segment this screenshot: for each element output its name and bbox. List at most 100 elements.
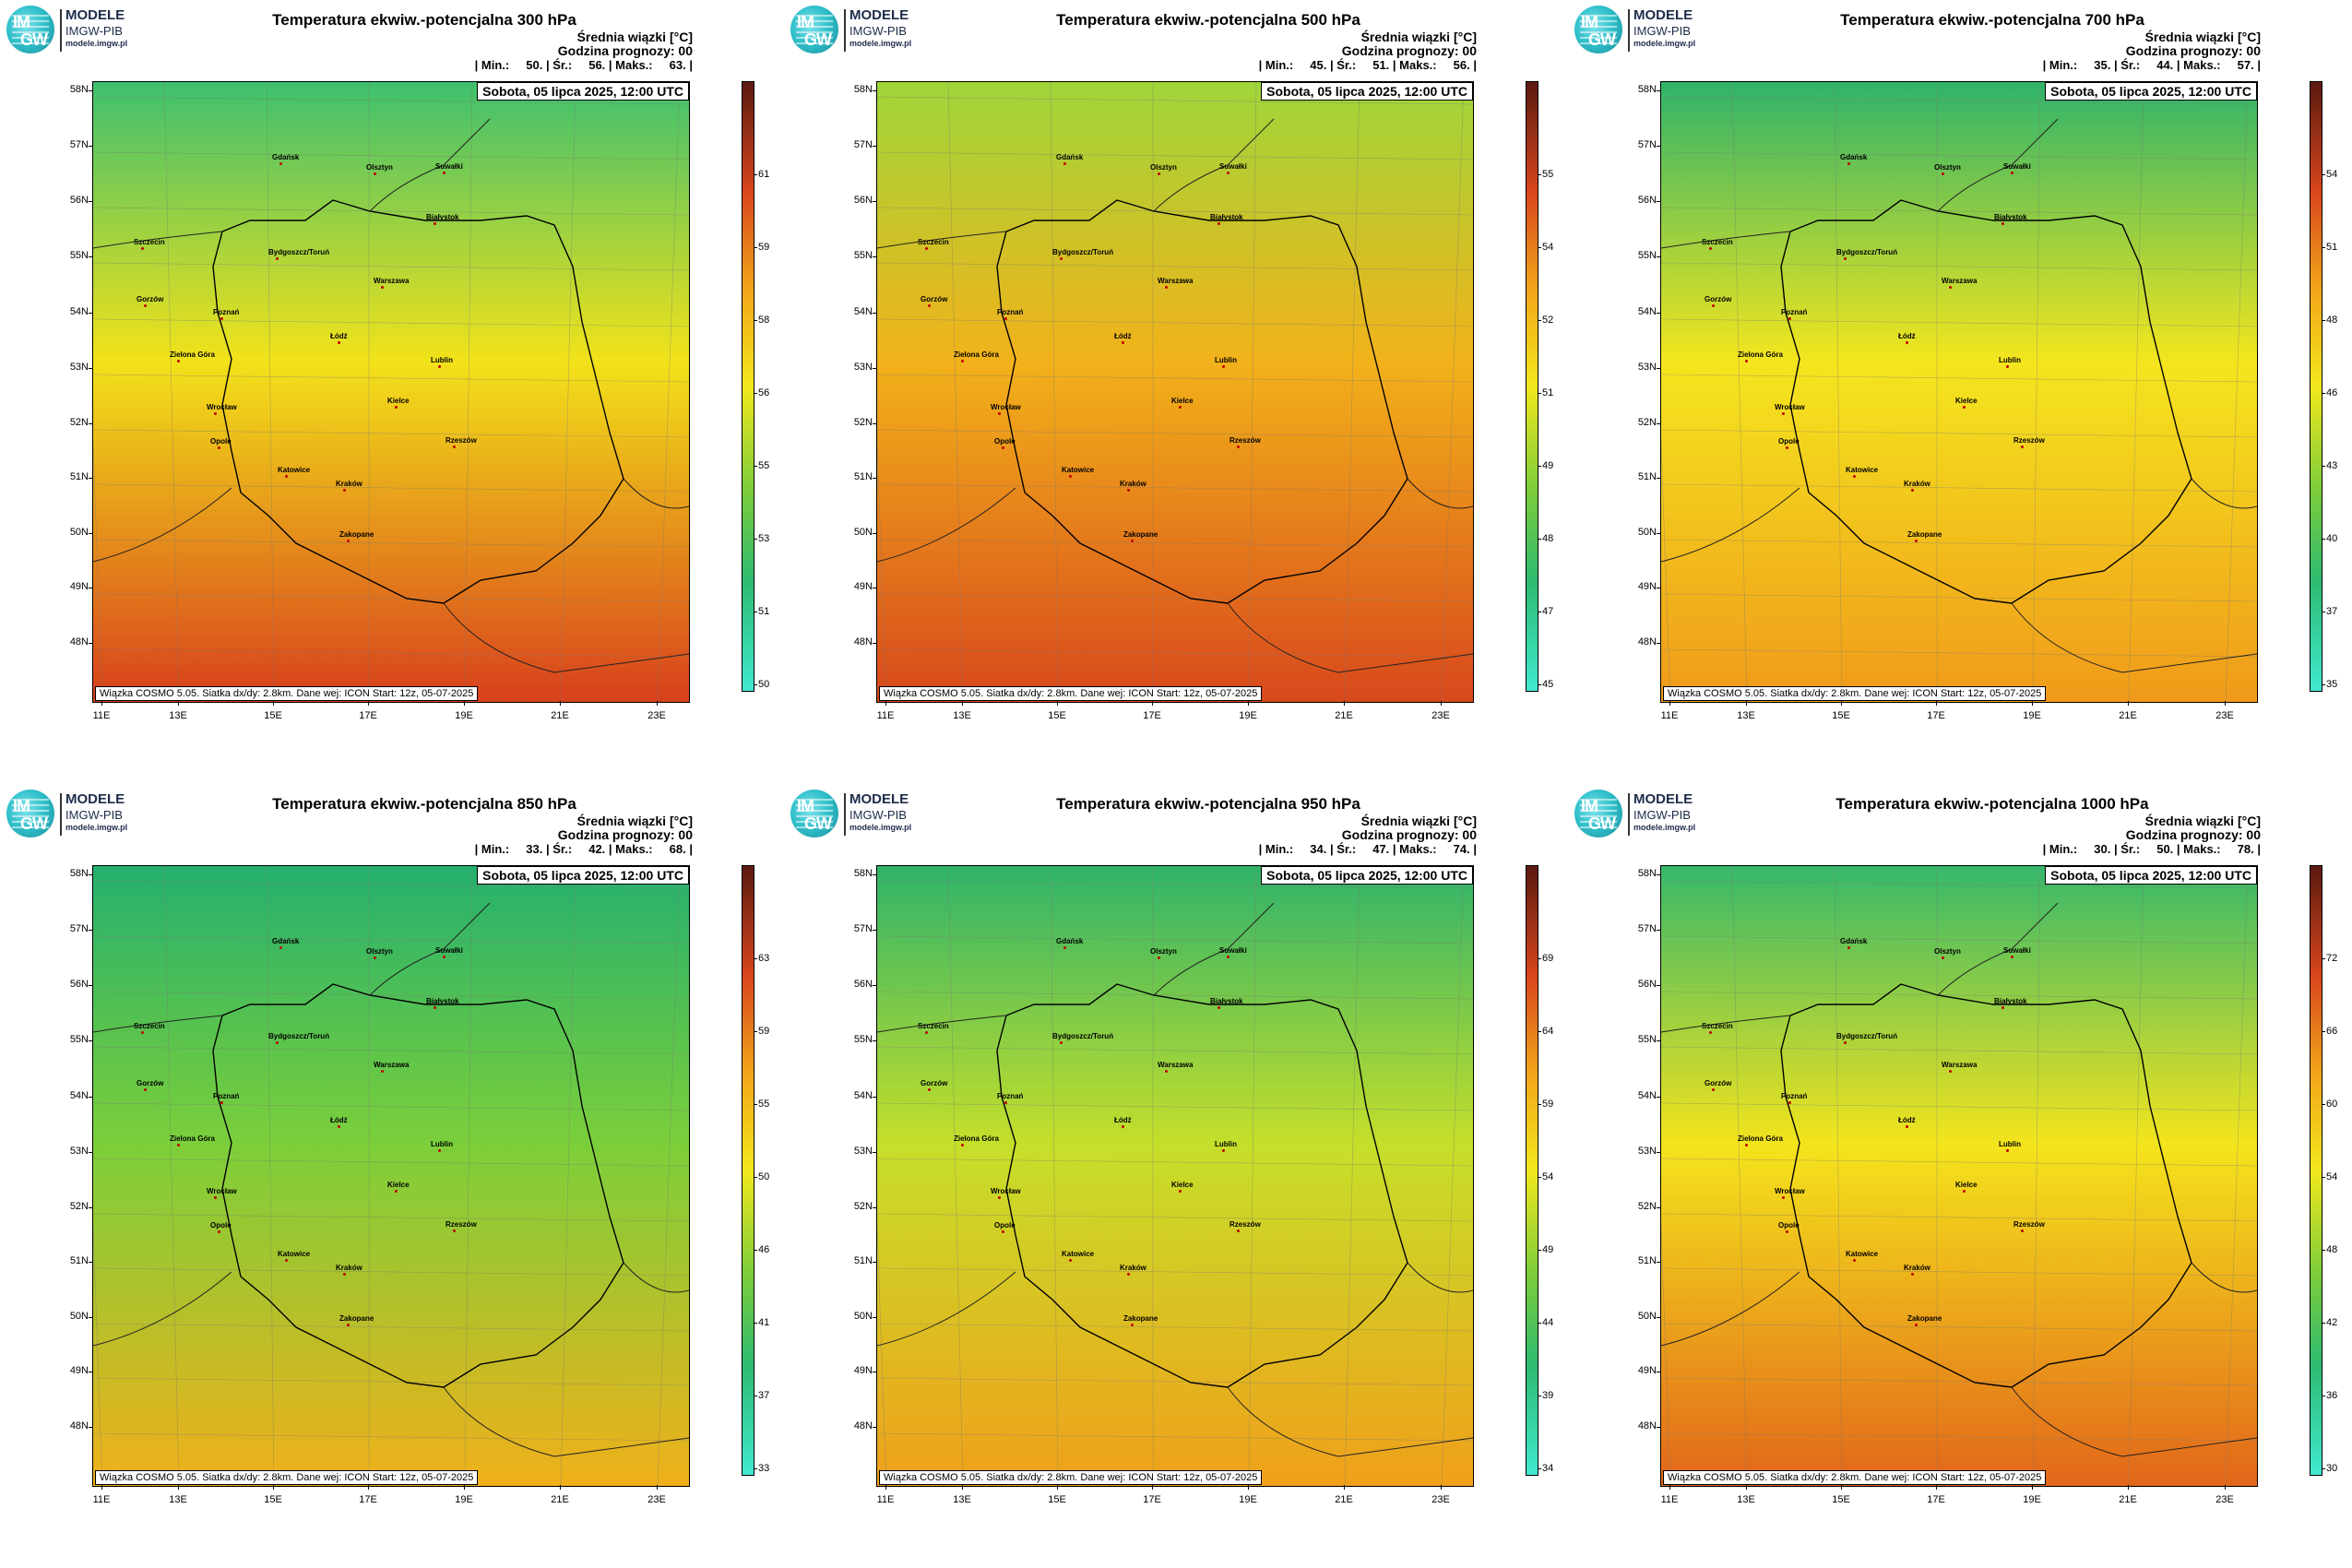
city-marker [1906, 341, 1908, 344]
map-panel: IM GW MODELE IMGW-PIB modele.imgw.pl Temperat… [784, 0, 1568, 784]
colorbar-tick [754, 1323, 757, 1324]
city-marker [1844, 257, 1847, 260]
city-label: Lublin [431, 356, 453, 364]
stats-line: | Min.: 50. | Śr.: 56. | Maks.: 63. | [474, 58, 693, 72]
city-label: Rzeszów [445, 1220, 477, 1229]
city-marker [338, 341, 340, 344]
colorbar-label: 59 [758, 1026, 770, 1037]
city-label: Suwałki [435, 946, 463, 955]
lat-tick [873, 1040, 876, 1041]
logo-line3: modele.imgw.pl [65, 823, 128, 832]
city-label: Katowice [278, 1250, 311, 1258]
logo-mark-bottom: GW [804, 30, 832, 49]
lat-label: 52N [853, 417, 873, 428]
city-marker [443, 172, 445, 174]
lon-tick [962, 1485, 963, 1490]
lat-tick [1657, 1040, 1660, 1041]
colorbar-tick [1538, 174, 1541, 175]
city-label: Warszawa [374, 277, 410, 285]
city-marker [395, 1190, 398, 1193]
city-marker [443, 956, 445, 958]
units-line1: Średnia wiązki [°C] [576, 814, 693, 828]
lat-tick [873, 1207, 876, 1208]
city-label: Bydgoszcz/Toruń [1836, 1032, 1898, 1040]
city-marker [374, 956, 376, 959]
date-label: Sobota, 05 lipca 2025, 12:00 UTC [477, 866, 689, 885]
lat-label: 55N [853, 250, 873, 261]
colorbar-tick [2322, 174, 2325, 175]
lon-tick [101, 1485, 102, 1490]
colorbar-label: 54 [2326, 1171, 2338, 1182]
model-footer: Wiązka COSMO 5.05. Siatka dx/dy: 2.8km. … [879, 686, 1263, 701]
city-marker [1004, 317, 1007, 320]
city-label: Bydgoszcz/Toruń [268, 1032, 330, 1040]
lat-label: 57N [1637, 139, 1657, 150]
lat-tick [1657, 1427, 1660, 1428]
lat-label: 56N [69, 979, 89, 990]
city-label: Olsztyn [1150, 947, 1177, 956]
lat-label: 52N [1637, 417, 1657, 428]
lon-tick [368, 1485, 369, 1490]
lon-label: 19E [2023, 710, 2041, 721]
lat-label: 51N [69, 1255, 89, 1266]
city-label: Białystok [1994, 213, 2027, 221]
city-label: Poznań [213, 1092, 240, 1100]
lat-tick [89, 874, 92, 875]
units-block: Średnia wiązki [°C] Godzina prognozy: 00 [558, 30, 693, 58]
colorbar-tick [2322, 466, 2325, 467]
city-marker [1906, 1125, 1908, 1128]
city-marker [1069, 1259, 1072, 1262]
colorbar-label: 69 [1542, 953, 1554, 964]
units-line2: Godzina prognozy: 00 [2125, 827, 2261, 842]
colorbar-tick [754, 247, 757, 248]
lat-tick [89, 1427, 92, 1428]
lon-label: 23E [647, 710, 666, 721]
logo-mark-icon: IM GW [790, 6, 838, 53]
city-label: Suwałki [1219, 946, 1247, 955]
lat-tick [873, 368, 876, 369]
lon-label: 15E [264, 1494, 282, 1505]
lon-tick [368, 701, 369, 706]
lat-tick [1657, 533, 1660, 534]
city-label: Gorzów [921, 295, 948, 303]
city-label: Suwałki [435, 162, 463, 171]
lon-tick [1248, 701, 1249, 706]
city-marker [144, 1088, 147, 1091]
lon-tick [1441, 701, 1442, 706]
city-label: Katowice [278, 466, 311, 474]
colorbar-tick [1538, 1468, 1541, 1469]
colorbar-label: 39 [1542, 1390, 1554, 1401]
city-label: Opole [1778, 437, 1800, 445]
lat-label: 55N [853, 1034, 873, 1045]
imgw-logo: IM GW MODELE IMGW-PIB modele.imgw.pl [1573, 788, 1711, 839]
logo-line3: modele.imgw.pl [849, 39, 912, 48]
logo-mark-bottom: GW [20, 30, 48, 49]
city-marker [928, 1088, 931, 1091]
colorbar-tick [754, 1250, 757, 1251]
logo-mark-bottom: GW [20, 814, 48, 833]
units-line1: Średnia wiązki [°C] [2144, 30, 2261, 44]
city-label: Opole [994, 437, 1016, 445]
colorbar-tick [1538, 393, 1541, 394]
logo-line2: IMGW-PIB [1633, 24, 1691, 38]
lat-label: 53N [69, 362, 89, 373]
city-label: Opole [210, 1221, 232, 1229]
city-label: Kraków [336, 480, 362, 488]
city-marker [434, 222, 436, 225]
lat-tick [89, 1262, 92, 1263]
lat-label: 54N [1637, 1090, 1657, 1101]
date-label: Sobota, 05 lipca 2025, 12:00 UTC [1261, 82, 1473, 101]
city-marker [1002, 1230, 1004, 1233]
lon-label: 13E [953, 1494, 971, 1505]
lon-tick [464, 1485, 465, 1490]
lat-label: 52N [69, 1201, 89, 1212]
city-marker [1847, 946, 1850, 949]
lat-label: 51N [69, 471, 89, 482]
lat-label: 58N [853, 84, 873, 95]
colorbar-tick [754, 1177, 757, 1178]
lat-label: 55N [69, 250, 89, 261]
city-label: Gdańsk [272, 937, 300, 945]
colorbar-tick [2322, 539, 2325, 540]
lon-label: 17E [359, 1494, 377, 1505]
lat-tick [873, 930, 876, 931]
